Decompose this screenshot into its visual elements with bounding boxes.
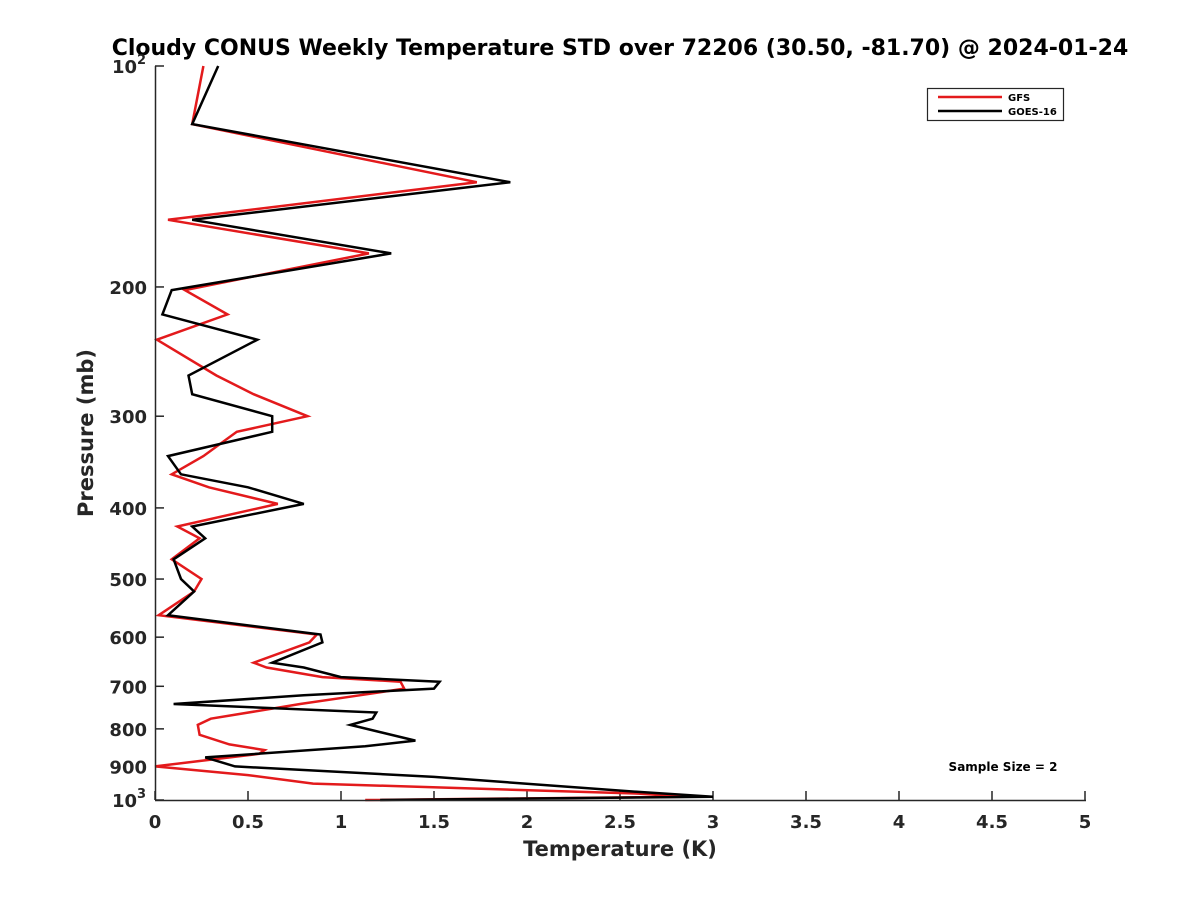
y-tick-exponent: 2 (137, 53, 146, 68)
y-tick-label: 700 (109, 677, 147, 698)
x-axis-title: Temperature (K) (523, 837, 717, 861)
y-tick-label: 400 (109, 499, 147, 520)
y-tick-label: 10 (112, 791, 137, 812)
x-tick-label: 3 (707, 812, 720, 833)
x-tick-label: 2 (521, 812, 534, 833)
x-tick-label: 1.5 (418, 812, 450, 833)
y-tick-label: 10 (112, 57, 137, 78)
x-tick-label: 1 (335, 812, 348, 833)
y-tick-label: 600 (109, 628, 147, 649)
x-tick-label: 3.5 (790, 812, 822, 833)
y-tick-label: 900 (109, 757, 147, 778)
series-line-goes16 (160, 65, 714, 802)
legend-label-goes16: GOES-16 (1008, 107, 1057, 118)
sample-size-annotation: Sample Size = 2 (949, 760, 1058, 774)
legend-box (926, 87, 1065, 122)
x-tick-label: 5 (1079, 812, 1092, 833)
legend-label-gfs: GFS (1008, 93, 1030, 104)
legend: GFS GOES-16 (926, 87, 1065, 122)
x-tick-label: 4.5 (976, 812, 1008, 833)
x-tick-label: 0.5 (232, 812, 264, 833)
x-tick-label: 2.5 (604, 812, 636, 833)
x-tick-label: 4 (893, 812, 906, 833)
y-axis-title: Pressure (mb) (74, 349, 98, 517)
y-tick-exponent: 3 (137, 787, 146, 802)
y-tick-label: 800 (109, 720, 147, 741)
chart-title: Cloudy CONUS Weekly Temperature STD over… (112, 36, 1129, 61)
y-tick-label: 500 (109, 570, 147, 591)
x-tick-label: 0 (149, 812, 162, 833)
y-tick-label: 200 (109, 278, 147, 299)
plot-lines (153, 65, 714, 802)
x-axis-ticks: 0 0.5 1 1.5 2 2.5 3 3.5 4 4.5 5 (149, 791, 1092, 833)
series-line-gfs (153, 65, 686, 802)
y-tick-label: 300 (109, 407, 147, 428)
